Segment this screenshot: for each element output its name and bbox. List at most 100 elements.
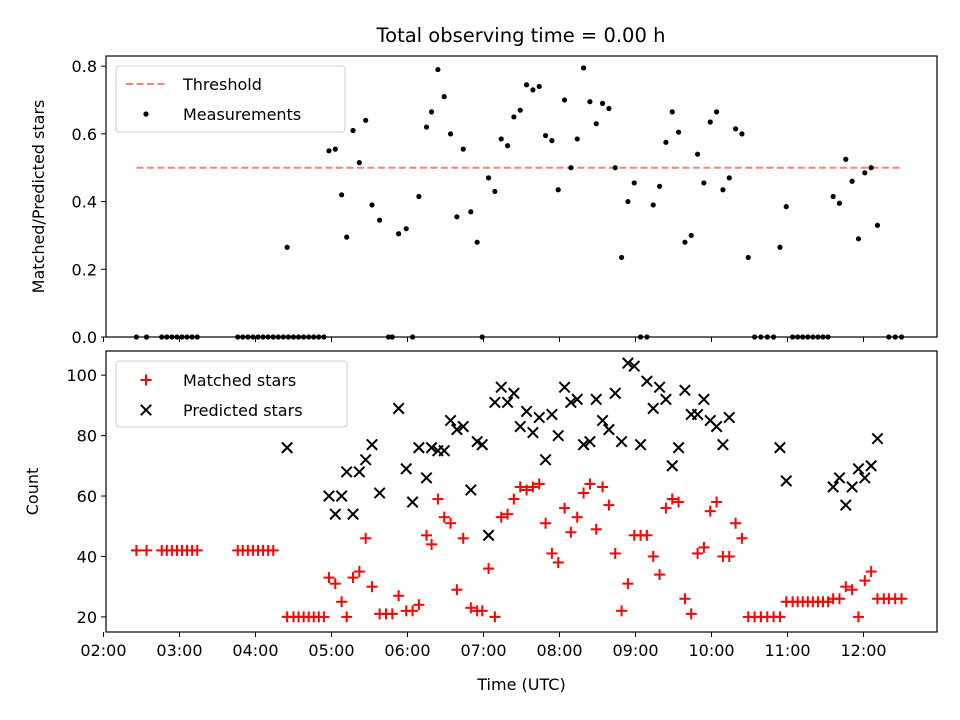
predicted-star-marker (871, 432, 884, 445)
measurement-point (580, 65, 587, 71)
x-tick-label: 10:00 (688, 641, 734, 660)
marker-stroke-b (457, 420, 470, 433)
marker-stroke-b (347, 508, 359, 521)
predicted-star-marker (641, 375, 653, 388)
matched-star-marker (859, 575, 871, 587)
matched-star-marker (457, 532, 469, 544)
predicted-star-marker (609, 387, 622, 400)
y-tick-label: 0.8 (72, 57, 97, 76)
matched-star-marker (540, 517, 552, 529)
matched-star-marker (495, 511, 507, 523)
marker-stroke-b (545, 408, 558, 421)
marker-stroke-b (666, 459, 679, 472)
marker-stroke-b (583, 435, 596, 448)
marker-stroke-b (780, 475, 793, 487)
x-tick-label: 11:00 (764, 641, 810, 660)
matched-star-marker (704, 505, 716, 517)
matched-star-marker (393, 590, 405, 602)
predicted-star-marker (457, 420, 470, 433)
y-tick-label: 0.4 (72, 193, 97, 212)
measurement-point (836, 200, 843, 206)
measurement-point (656, 183, 663, 189)
matched-ratio-panel: 0.0 0.2 0.4 0.6 0.8 Matched/Predicted stars Th… (29, 55, 938, 347)
marker-stroke-b (526, 426, 539, 439)
marker-stroke-b (717, 438, 729, 451)
measurement-point (593, 121, 599, 127)
measurement-point (745, 254, 751, 261)
predicted-star-marker (347, 508, 359, 521)
matched-star-marker (833, 593, 845, 605)
predicted-star-marker (717, 438, 729, 451)
y-tick-label: 100 (66, 366, 97, 385)
marker-stroke-b (672, 441, 685, 454)
x-tick-label: 09:00 (612, 641, 658, 660)
matched-star-marker (347, 572, 359, 584)
predicted-star-marker (501, 396, 514, 409)
marker-stroke-b (723, 411, 736, 424)
matched-star-marker (420, 529, 432, 541)
marker-stroke-b (444, 414, 457, 427)
marker-stroke-b (865, 459, 878, 472)
x-tick-label: 12:00 (840, 641, 886, 660)
matched-star-marker (736, 532, 748, 544)
marker-stroke-b (281, 441, 294, 454)
matched-star-marker (616, 605, 628, 617)
marker-stroke-b (392, 402, 405, 415)
marker-stroke-b (482, 529, 495, 542)
matched-star-marker (774, 611, 786, 623)
marker-stroke-b (833, 471, 846, 484)
marker-stroke-b (425, 441, 438, 454)
predicted-star-marker (507, 387, 520, 400)
measurement-point (536, 83, 542, 90)
predicted-star-marker (564, 396, 577, 409)
measurement-point (555, 187, 561, 193)
predicted-star-marker (406, 496, 419, 508)
matched-star-marker (730, 517, 742, 529)
predicted-star-marker (340, 465, 353, 478)
marker-stroke-b (507, 387, 520, 400)
measurement-point (713, 109, 720, 115)
measurement-point (403, 226, 409, 232)
predicted-star-marker (666, 459, 679, 472)
matched-star-marker (533, 478, 545, 490)
predicted-star-marker (622, 357, 634, 369)
measurement-point (701, 180, 707, 186)
marker-stroke-b (533, 411, 546, 424)
measurement-point (868, 165, 874, 171)
predicted-star-marker (366, 438, 378, 451)
marker-stroke-b (438, 444, 451, 457)
predicted-star-marker (533, 411, 546, 424)
marker-stroke-b (495, 381, 508, 394)
matched-star-marker (852, 611, 864, 623)
marker-stroke-b (476, 438, 489, 451)
matched-star-marker (483, 563, 495, 575)
matched-star-marker (559, 502, 571, 514)
measurement-point (447, 131, 454, 137)
predicted-star-marker (552, 429, 565, 442)
marker-stroke-b (628, 360, 641, 373)
measurement-point (356, 160, 362, 166)
matched-star-marker (407, 605, 419, 617)
marker-stroke-b (641, 375, 653, 388)
matched-star-marker (360, 532, 372, 544)
matched-star-marker (571, 511, 583, 523)
y-tick-label: 0.2 (72, 260, 97, 279)
marker-stroke-b (698, 393, 710, 406)
measurement-point (423, 124, 430, 130)
matched-star-marker (673, 496, 685, 508)
marker-stroke-b (340, 465, 353, 478)
predicted-star-marker (323, 490, 335, 502)
measurement-point (485, 175, 492, 181)
predicted-star-marker (833, 471, 846, 484)
marker-stroke-b (704, 414, 717, 427)
x-tick-label: 05:00 (308, 641, 354, 660)
marker-stroke-b (501, 396, 514, 409)
marker-stroke-b (420, 471, 433, 484)
predicted-star-marker (723, 411, 736, 424)
marker-stroke-b (609, 387, 622, 400)
predicted-star-marker (444, 414, 457, 427)
marker-stroke-b (558, 381, 571, 394)
measurement-point (542, 132, 549, 139)
matched-star-marker (141, 544, 153, 556)
